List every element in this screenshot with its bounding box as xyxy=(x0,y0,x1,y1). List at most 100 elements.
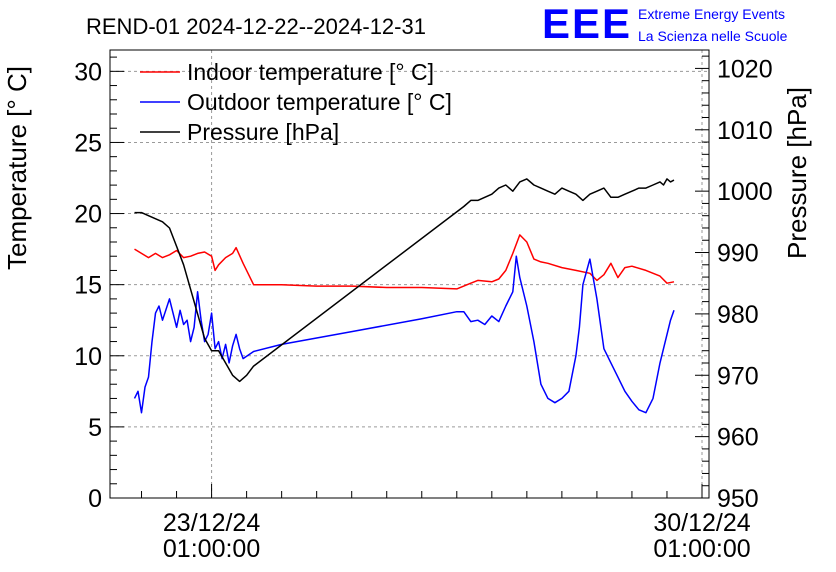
series-0-point xyxy=(519,234,521,236)
series-1-point xyxy=(161,319,163,321)
legend: Indoor temperature [° C] Outdoor temperat… xyxy=(140,59,452,145)
series-0-point xyxy=(217,264,219,266)
series-0-point xyxy=(610,262,612,264)
series-2-point xyxy=(596,190,598,192)
series-2-point xyxy=(662,184,664,186)
y-tick-label-3: 15 xyxy=(74,272,102,300)
series-0-point xyxy=(351,285,353,287)
series-1-point xyxy=(463,311,465,313)
series-1-point xyxy=(133,397,135,399)
series-1-point xyxy=(210,312,212,314)
series-1-point xyxy=(638,409,640,411)
series-1-point xyxy=(547,397,549,399)
series-1-point xyxy=(168,298,170,300)
series-0-point xyxy=(456,288,458,290)
eee-logo-mark: EEE xyxy=(542,0,633,47)
series-0-point xyxy=(252,284,254,286)
series-0-point xyxy=(512,252,514,254)
series-line-0 xyxy=(134,234,675,290)
series-1-point xyxy=(673,309,675,311)
series-1-point xyxy=(151,340,153,342)
series-0-point xyxy=(673,281,675,283)
plot-frame xyxy=(109,49,710,499)
series-2-point xyxy=(519,181,521,183)
series-2-point xyxy=(168,227,170,229)
series-2-point xyxy=(182,264,184,266)
series-0-point xyxy=(161,256,163,258)
series-1-point xyxy=(421,318,423,320)
y2-tick-label-6: 1010 xyxy=(717,117,773,145)
y2-tick-label-7: 1020 xyxy=(717,55,773,83)
series-1-point xyxy=(217,340,219,342)
series-2-point xyxy=(568,190,570,192)
series-1-point xyxy=(228,362,230,364)
series-0-point xyxy=(505,269,507,271)
series-1-point xyxy=(540,383,542,385)
series-0-point xyxy=(547,262,549,264)
series-0-point xyxy=(645,269,647,271)
series-2-point xyxy=(189,288,191,290)
series-0-point xyxy=(477,279,479,281)
series-1-point xyxy=(235,333,237,335)
series-1-point xyxy=(140,412,142,414)
series-1-point xyxy=(589,258,591,260)
series-2-point xyxy=(491,193,493,195)
series-2-point xyxy=(624,193,626,195)
series-1-point xyxy=(477,319,479,321)
x-tick-date-0: 23/12/24 xyxy=(163,509,260,537)
series-1-point xyxy=(470,320,472,322)
series-1-point xyxy=(512,291,514,293)
series-2-point xyxy=(147,215,149,217)
series-0-point xyxy=(575,269,577,271)
series-1-point xyxy=(533,340,535,342)
series-1-point xyxy=(652,397,654,399)
series-0-point xyxy=(242,262,244,264)
series-1-point xyxy=(603,348,605,350)
series-1-point xyxy=(242,357,244,359)
series-0-point xyxy=(214,269,216,271)
series-2-point xyxy=(673,179,675,181)
series-1-point xyxy=(669,319,671,321)
x-tick-date-1: 30/12/24 xyxy=(653,509,750,537)
series-0-point xyxy=(463,285,465,287)
series-0-point xyxy=(666,282,668,284)
y2-axis-label: Pressure [hPa] xyxy=(782,87,812,259)
y-tick-label-1: 5 xyxy=(88,414,102,442)
series-0-point xyxy=(491,281,493,283)
series-1-point xyxy=(238,348,240,350)
series-2-point xyxy=(645,187,647,189)
series-0-point xyxy=(203,251,205,253)
series-0-point xyxy=(540,261,542,263)
series-0-point xyxy=(596,279,598,281)
series-1-point xyxy=(505,305,507,307)
series-1-point xyxy=(666,333,668,335)
series-1-point xyxy=(147,376,149,378)
series-2-point xyxy=(659,181,661,183)
series-0-point xyxy=(235,247,237,249)
series-2-point xyxy=(638,187,640,189)
y-tick-label-0: 0 xyxy=(88,485,102,513)
series-line-1 xyxy=(133,255,675,414)
series-0-point xyxy=(386,286,388,288)
series-2-point xyxy=(161,221,163,223)
series-2-point xyxy=(217,350,219,352)
series-0-point xyxy=(421,286,423,288)
series-0-point xyxy=(182,256,184,258)
series-1-point xyxy=(196,291,198,293)
axis-layer: 0 5 10 15 20 25 30 950 960 970 980 990 1000 1010 1020 2… xyxy=(74,55,772,563)
series-line-2 xyxy=(134,178,675,383)
series-2-point xyxy=(631,190,633,192)
series-1-point xyxy=(561,397,563,399)
series-1-point xyxy=(193,326,195,328)
series-2-point xyxy=(252,365,254,367)
series-0-point xyxy=(603,274,605,276)
series-1-point xyxy=(662,348,664,350)
series-1-point xyxy=(624,390,626,392)
series-2-point xyxy=(669,181,671,183)
series-1-point xyxy=(554,402,556,404)
y2-tick-label-2: 970 xyxy=(717,362,759,390)
series-1-point xyxy=(182,323,184,325)
series-2-point xyxy=(561,187,563,189)
